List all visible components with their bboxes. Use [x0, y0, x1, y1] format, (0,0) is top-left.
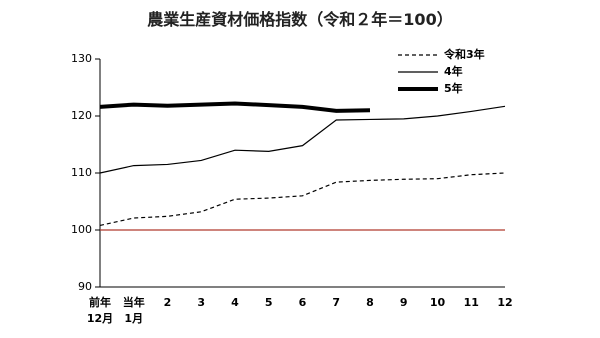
y-tick-label: 100: [71, 223, 92, 236]
x-tick-label: 12: [497, 296, 513, 309]
x-tick-label: 2: [163, 296, 172, 309]
legend-label: 令和3年: [444, 48, 485, 61]
series-line: [99, 105, 506, 174]
y-tick-label: 120: [71, 109, 92, 122]
x-tick-label: 6: [298, 296, 307, 309]
x-tick-label: 5: [264, 296, 273, 309]
x-tick-label: 3: [197, 296, 206, 309]
series-line: [99, 101, 371, 113]
x-tick-label: 10: [429, 296, 446, 309]
x-tick-label: 8: [366, 296, 374, 309]
x-tick-label: 11: [463, 296, 479, 309]
y-tick-label: 130: [71, 52, 92, 65]
series-line: [99, 172, 506, 227]
x-tick-label: 4: [231, 296, 239, 309]
y-tick-label: 90: [78, 280, 92, 293]
chart-title: 農業生産資材価格指数（令和２年＝100）: [147, 10, 453, 29]
x-tick-label: 当年 1月: [122, 296, 145, 325]
legend-label: 5年: [444, 82, 463, 95]
x-tick-label: 9: [399, 296, 408, 309]
x-tick-label: 前年 12月: [86, 296, 114, 325]
legend-label: 4年: [444, 65, 463, 78]
y-tick-label: 110: [71, 166, 92, 179]
x-tick-label: 7: [332, 296, 341, 309]
